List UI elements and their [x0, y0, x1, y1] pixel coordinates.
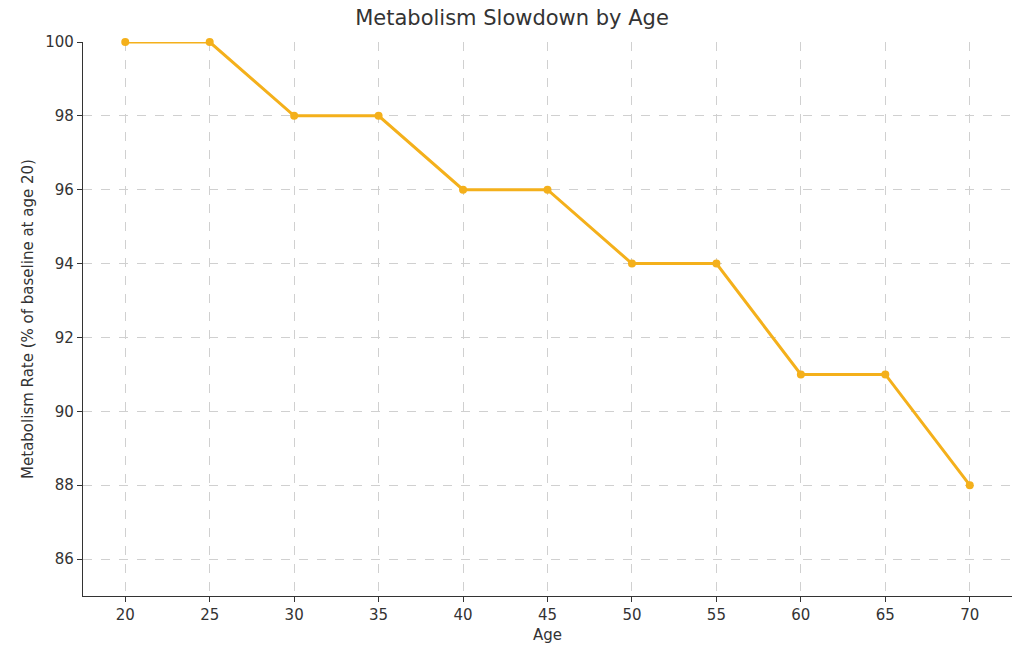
svg-text:94: 94 [55, 255, 74, 273]
svg-text:50: 50 [622, 606, 641, 624]
svg-text:40: 40 [454, 606, 473, 624]
svg-text:60: 60 [791, 606, 810, 624]
svg-text:90: 90 [55, 403, 74, 421]
svg-text:45: 45 [538, 606, 557, 624]
svg-text:70: 70 [960, 606, 979, 624]
svg-text:96: 96 [55, 181, 74, 199]
svg-text:35: 35 [369, 606, 388, 624]
svg-text:30: 30 [285, 606, 304, 624]
svg-text:100: 100 [45, 33, 74, 51]
svg-text:65: 65 [876, 606, 895, 624]
svg-text:Metabolism Rate (% of baseline: Metabolism Rate (% of baseline at age 20… [19, 159, 37, 479]
svg-text:55: 55 [707, 606, 726, 624]
svg-text:88: 88 [55, 476, 74, 494]
svg-text:20: 20 [116, 606, 135, 624]
svg-text:86: 86 [55, 550, 74, 568]
svg-text:92: 92 [55, 329, 74, 347]
svg-text:Age: Age [533, 626, 562, 644]
svg-text:Metabolism Slowdown by Age: Metabolism Slowdown by Age [355, 6, 669, 30]
svg-text:25: 25 [200, 606, 219, 624]
svg-text:98: 98 [55, 107, 74, 125]
